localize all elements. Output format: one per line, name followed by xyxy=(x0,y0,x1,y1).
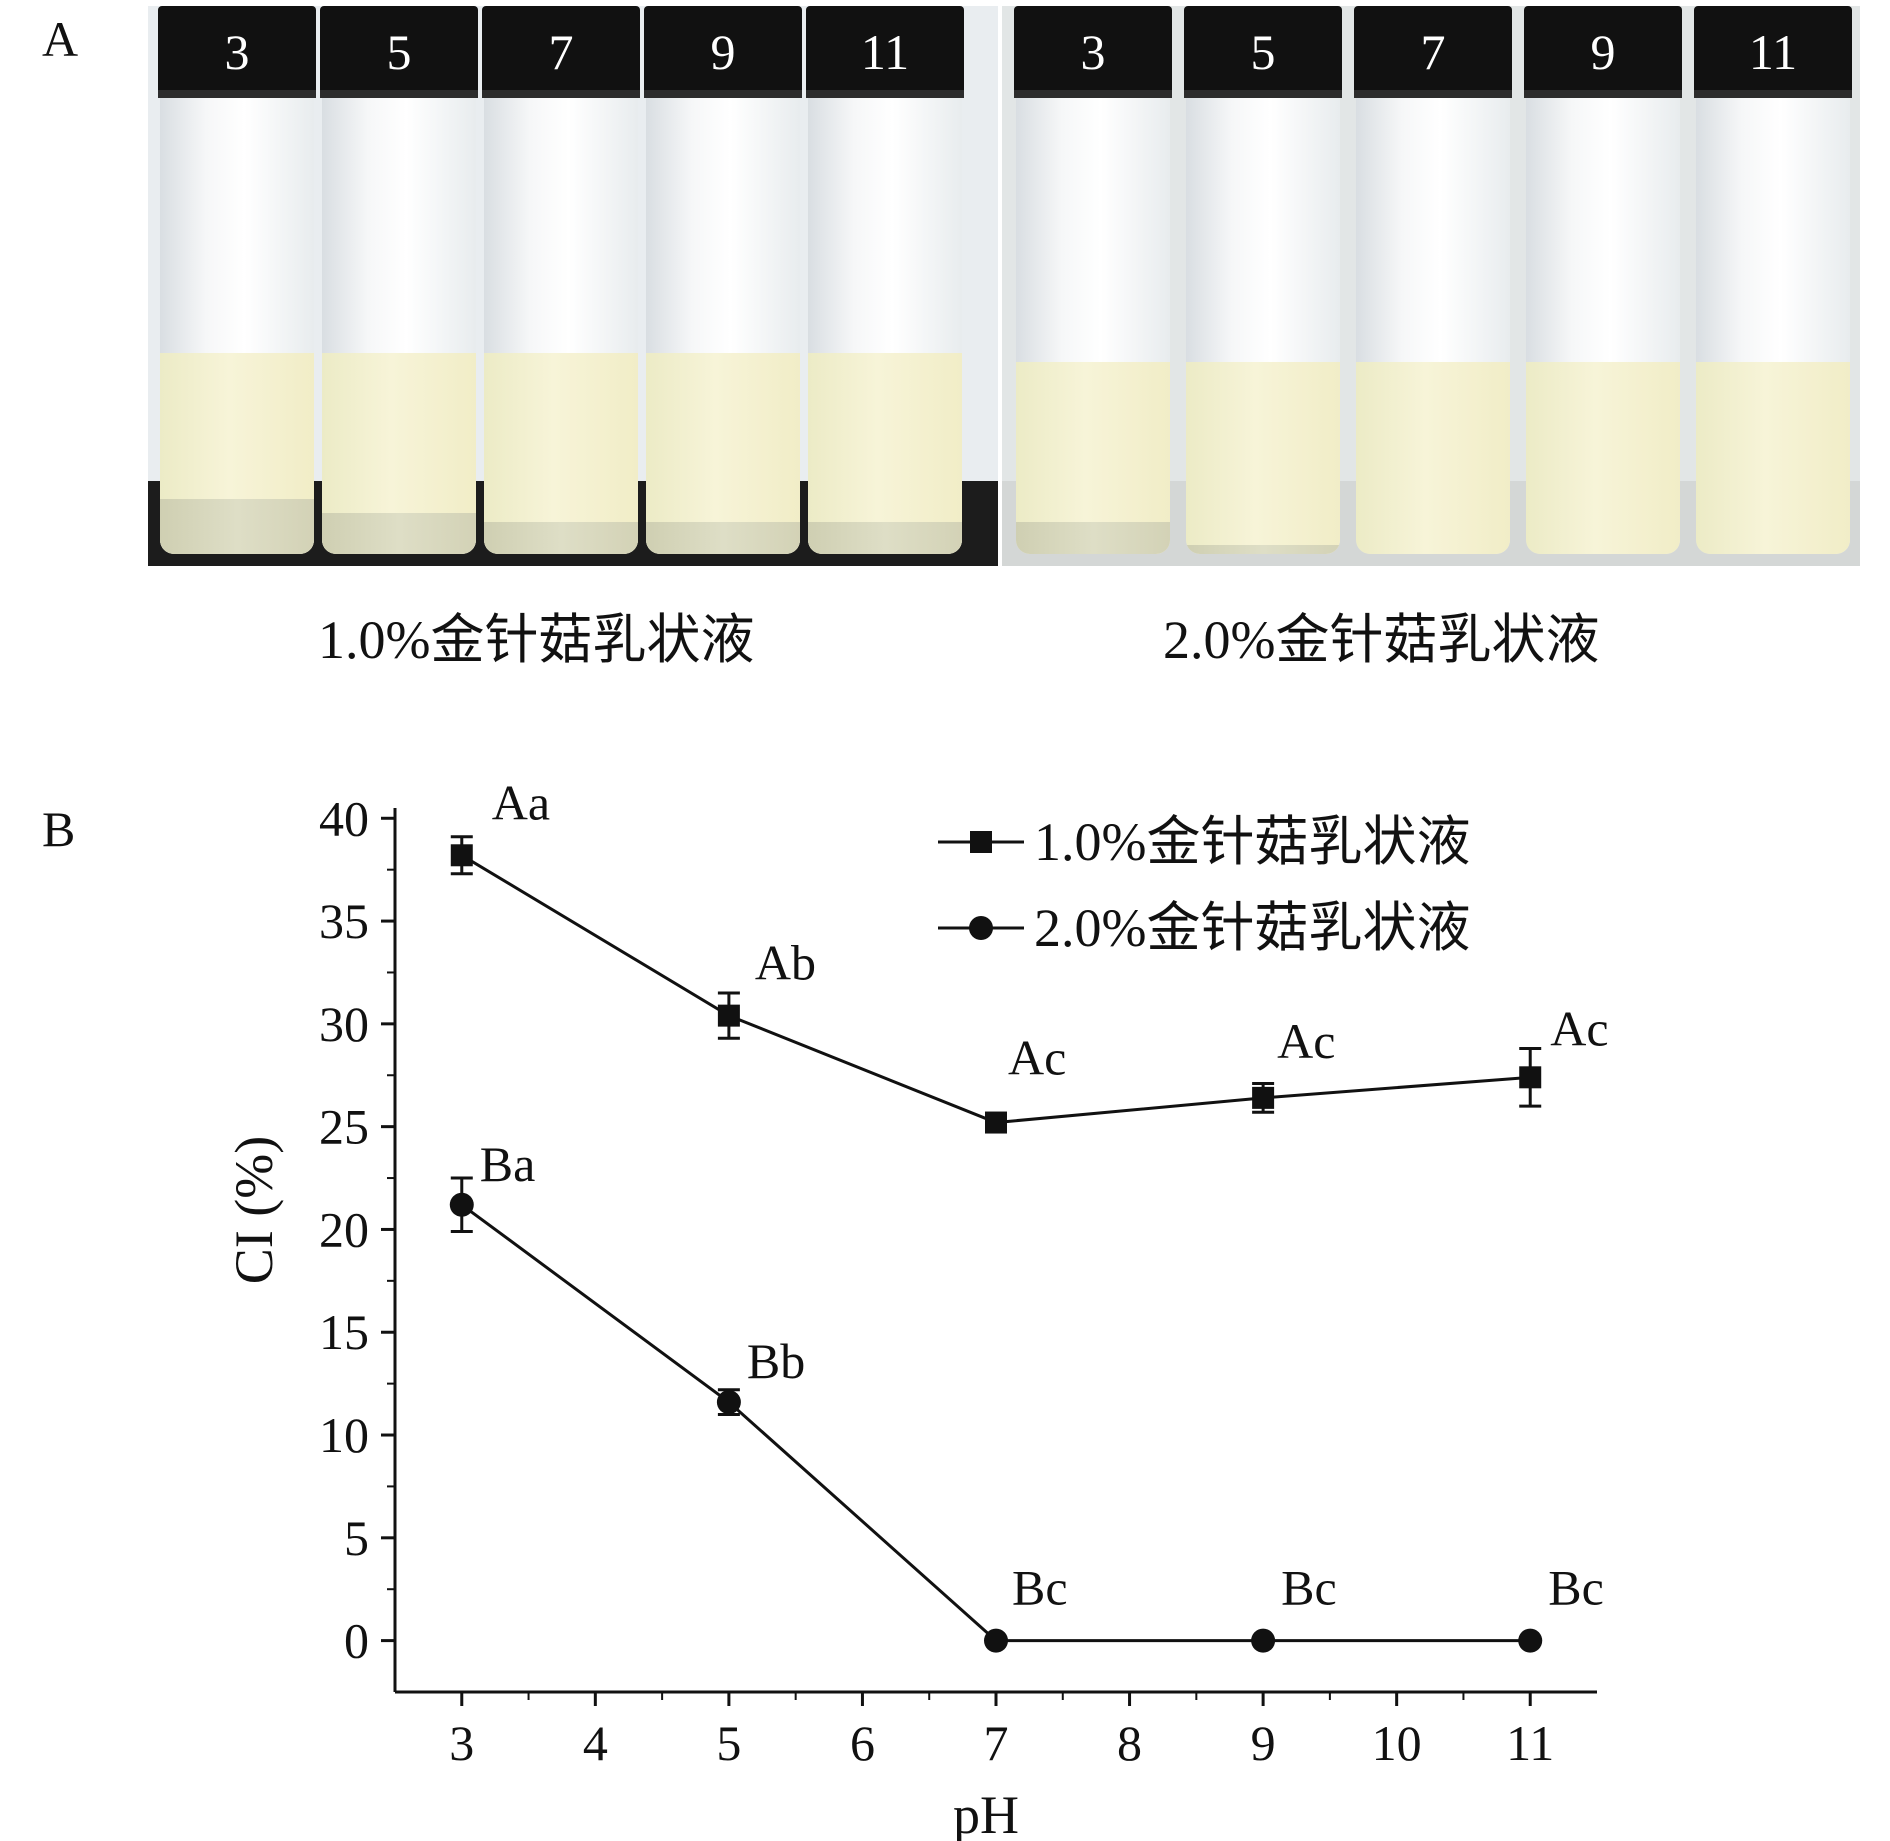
vial-cap-label: 7 xyxy=(482,6,640,98)
data-label: Ac xyxy=(1277,1013,1335,1069)
vial-cap-label: 11 xyxy=(1694,6,1852,98)
vial-glass xyxy=(1016,98,1170,554)
photo-caption-1pct: 1.0%金针菇乳状液 xyxy=(318,610,755,670)
serum-layer xyxy=(646,522,800,554)
y-tick-label: 35 xyxy=(319,893,369,949)
data-point xyxy=(1518,1628,1543,1653)
emulsion-layer xyxy=(484,353,638,554)
emulsion-layer xyxy=(646,353,800,554)
legend-label: 2.0%金针菇乳状液 xyxy=(1034,898,1470,958)
legend-marker xyxy=(969,916,993,940)
vial-cap-label: 9 xyxy=(644,6,802,98)
vial-cap-label: 5 xyxy=(1184,6,1342,98)
panel-a-label: A xyxy=(42,11,79,67)
x-tick-label: 10 xyxy=(1372,1715,1422,1771)
series-line xyxy=(461,853,1531,1125)
serum-layer xyxy=(160,499,314,554)
data-label: Ac xyxy=(1008,1030,1066,1086)
vial-cap-label: 3 xyxy=(1014,6,1172,98)
vial-cap-label: 9 xyxy=(1524,6,1682,98)
y-tick-label: 40 xyxy=(319,790,369,846)
x-tick-label: 4 xyxy=(583,1715,608,1771)
data-label: Ab xyxy=(755,935,816,991)
vial: 3 xyxy=(158,6,316,554)
vial-glass xyxy=(322,98,476,554)
vial: 7 xyxy=(482,6,640,554)
x-tick-label: 5 xyxy=(716,1715,741,1771)
vial-glass xyxy=(808,98,962,554)
data-point xyxy=(985,1111,1007,1134)
data-label: Bc xyxy=(1012,1560,1068,1616)
data-label: Bb xyxy=(747,1333,805,1389)
vial-cap-label: 11 xyxy=(806,6,964,98)
vial-cap-label: 7 xyxy=(1354,6,1512,98)
x-tick-label: 11 xyxy=(1506,1715,1554,1771)
vial: 5 xyxy=(1184,6,1342,554)
data-label: Ba xyxy=(480,1136,536,1192)
y-tick-label: 25 xyxy=(319,1099,369,1155)
x-tick-label: 9 xyxy=(1251,1715,1276,1771)
x-tick-label: 3 xyxy=(449,1715,474,1771)
vial-glass xyxy=(160,98,314,554)
serum-layer xyxy=(1186,544,1340,554)
vial: 3 xyxy=(1014,6,1172,554)
legend-label: 1.0%金针菇乳状液 xyxy=(1034,812,1470,872)
emulsion-layer xyxy=(1696,362,1850,554)
serum-layer xyxy=(1016,522,1170,554)
serum-layer xyxy=(808,522,962,554)
photo-caption-2pct: 2.0%金针菇乳状液 xyxy=(1163,610,1600,670)
vial: 9 xyxy=(1524,6,1682,554)
vial: 5 xyxy=(320,6,478,554)
vial-glass xyxy=(646,98,800,554)
x-tick-label: 6 xyxy=(850,1715,875,1771)
y-tick-label: 10 xyxy=(319,1407,369,1463)
photo-1pct-emulsion: 3 5 7 9 11 xyxy=(148,6,998,566)
data-point xyxy=(450,844,473,867)
data-point xyxy=(449,1192,474,1217)
vial: 11 xyxy=(806,6,964,554)
serum-layer xyxy=(484,522,638,554)
vial: 11 xyxy=(1694,6,1852,554)
emulsion-layer xyxy=(1186,362,1340,554)
x-tick-label: 7 xyxy=(984,1715,1009,1771)
y-tick-label: 30 xyxy=(319,996,369,1052)
emulsion-layer xyxy=(1016,362,1170,554)
x-tick-label: 8 xyxy=(1117,1715,1142,1771)
vial-glass xyxy=(1356,98,1510,554)
data-point xyxy=(1251,1628,1276,1653)
vial-cap-label: 5 xyxy=(320,6,478,98)
legend-marker xyxy=(970,831,992,853)
vial-glass xyxy=(484,98,638,554)
data-label: Bc xyxy=(1281,1560,1337,1616)
vial-glass xyxy=(1526,98,1680,554)
vial-glass xyxy=(1696,98,1850,554)
vial: 7 xyxy=(1354,6,1512,554)
vial-glass xyxy=(1186,98,1340,554)
data-point xyxy=(1519,1066,1542,1089)
vial-cap-label: 3 xyxy=(158,6,316,98)
emulsion-layer xyxy=(808,353,962,554)
y-tick-label: 20 xyxy=(319,1201,369,1257)
vial: 9 xyxy=(644,6,802,554)
photo-2pct-emulsion: 3 5 7 9 11 xyxy=(1002,6,1860,566)
panel-b-label: B xyxy=(42,801,76,857)
series-line xyxy=(460,1203,1531,1643)
data-point xyxy=(716,1390,741,1415)
data-label: Ac xyxy=(1550,1000,1608,1056)
data-label: Aa xyxy=(492,774,550,830)
data-point xyxy=(1252,1086,1275,1109)
y-axis-label: CI (%) xyxy=(224,1136,284,1284)
y-tick-label: 0 xyxy=(344,1613,369,1669)
y-tick-label: 5 xyxy=(344,1510,369,1566)
data-point xyxy=(717,1004,740,1027)
emulsion-layer xyxy=(1526,362,1680,554)
serum-layer xyxy=(322,512,476,554)
x-axis-label: pH xyxy=(953,1785,1019,1841)
data-label: Bc xyxy=(1548,1560,1604,1616)
emulsion-layer xyxy=(1356,362,1510,554)
y-tick-label: 15 xyxy=(319,1304,369,1360)
data-point xyxy=(984,1628,1008,1653)
